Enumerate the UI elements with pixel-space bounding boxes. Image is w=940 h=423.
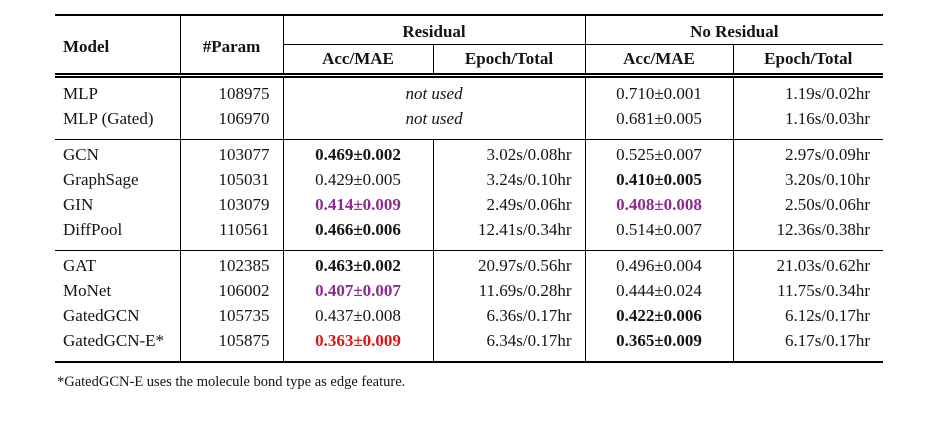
- res-epoch-cell: 3.02s/0.08hr: [433, 139, 586, 167]
- table-row: MLP 108975 not used 0.710±0.001 1.19s/0.…: [55, 75, 883, 106]
- nores-acc-cell: 0.496±0.004: [585, 250, 734, 278]
- table-footnote: *GatedGCN-E uses the molecule bond type …: [57, 374, 406, 390]
- section-mlp: MLP 108975 not used 0.710±0.001 1.19s/0.…: [55, 75, 883, 140]
- res-acc-cell: 0.437±0.008: [283, 303, 434, 328]
- model-cell: GraphSage: [55, 167, 181, 192]
- nores-acc-cell: 0.525±0.007: [585, 139, 734, 167]
- nores-acc-cell: 0.365±0.009: [585, 328, 734, 363]
- section-gcn: GCN 103077 0.469±0.002 3.02s/0.08hr 0.52…: [55, 139, 884, 251]
- res-epoch-cell: 12.41s/0.34hr: [433, 217, 586, 251]
- model-cell: MoNet: [55, 278, 181, 303]
- res-epoch-cell: 6.34s/0.17hr: [433, 328, 586, 363]
- model-cell: GAT: [55, 250, 181, 278]
- header-row-groups: Model #Param Residual No Residual: [55, 14, 884, 78]
- model-cell: DiffPool: [55, 217, 181, 251]
- model-cell: GCN: [55, 139, 181, 167]
- header-param: #Param: [180, 14, 284, 78]
- param-cell: 105031: [180, 167, 284, 192]
- res-acc-cell: 0.363±0.009: [283, 328, 434, 363]
- res-acc-cell: 0.466±0.006: [283, 217, 434, 251]
- res-epoch-cell: 3.24s/0.10hr: [433, 167, 586, 192]
- res-acc-cell: 0.407±0.007: [283, 278, 434, 303]
- res-acc-cell: 0.469±0.002: [283, 139, 434, 167]
- nores-acc-cell: 0.514±0.007: [585, 217, 734, 251]
- table-header: Model #Param Residual No Residual Acc/MA…: [55, 14, 884, 78]
- model-cell: MLP (Gated): [55, 106, 181, 140]
- nores-epoch-cell: 2.97s/0.09hr: [733, 139, 884, 167]
- table-row: GCN 103077 0.469±0.002 3.02s/0.08hr 0.52…: [55, 139, 884, 167]
- res-acc-cell: 0.463±0.002: [283, 250, 434, 278]
- table-row: GAT 102385 0.463±0.002 20.97s/0.56hr 0.4…: [55, 250, 884, 278]
- param-cell: 106970: [180, 106, 284, 140]
- header-row-subcolumns: Acc/MAE Epoch/Total Acc/MAE Epoch/Total: [55, 44, 884, 78]
- paper-table-page: Model #Param Residual No Residual Acc/MA…: [0, 14, 940, 423]
- table-row: GIN 103079 0.414±0.009 2.49s/0.06hr 0.40…: [55, 192, 883, 217]
- nores-acc-cell: 0.422±0.006: [585, 303, 734, 328]
- res-epoch-cell: 6.36s/0.17hr: [433, 303, 586, 328]
- nores-acc-cell: 0.710±0.001: [585, 75, 734, 106]
- param-cell: 105875: [180, 328, 284, 363]
- table-row: GatedGCN-E* 105875 0.363±0.009 6.34s/0.1…: [55, 328, 884, 363]
- table-row: GraphSage 105031 0.429±0.005 3.24s/0.10h…: [55, 167, 883, 192]
- nores-epoch-cell: 11.75s/0.34hr: [777, 281, 871, 300]
- table-row: DiffPool 110561 0.466±0.006 12.41s/0.34h…: [55, 217, 883, 251]
- nores-epoch-cell: 6.17s/0.17hr: [733, 328, 884, 363]
- model-cell: MLP: [55, 75, 181, 106]
- param-cell: 105735: [180, 303, 284, 328]
- nores-epoch-cell: 1.16s/0.03hr: [785, 109, 871, 128]
- header-res-epoch-total: Epoch/Total: [433, 44, 586, 78]
- res-acc-cell: 0.429±0.005: [283, 167, 434, 192]
- res-epoch-cell: 2.49s/0.06hr: [433, 192, 586, 217]
- nores-epoch-cell: 12.36s/0.38hr: [776, 220, 871, 239]
- header-res-acc-mae: Acc/MAE: [283, 44, 434, 78]
- nores-epoch-cell: 3.20s/0.10hr: [785, 170, 871, 189]
- results-table: Model #Param Residual No Residual Acc/MA…: [55, 14, 884, 363]
- header-group-no-residual: No Residual: [585, 14, 884, 45]
- not-used-cell: not used: [283, 75, 586, 106]
- nores-acc-cell: 0.444±0.024: [585, 278, 734, 303]
- nores-epoch-cell: 21.03s/0.62hr: [733, 250, 884, 278]
- model-cell: GIN: [55, 192, 181, 217]
- res-epoch-cell: 11.69s/0.28hr: [433, 278, 586, 303]
- nores-acc-cell: 0.410±0.005: [585, 167, 734, 192]
- param-cell: 110561: [180, 217, 284, 251]
- table-row: MoNet 106002 0.407±0.007 11.69s/0.28hr 0…: [55, 278, 883, 303]
- param-cell: 108975: [180, 75, 284, 106]
- nores-acc-cell: 0.408±0.008: [585, 192, 734, 217]
- header-nores-epoch-total: Epoch/Total: [733, 44, 884, 78]
- param-cell: 103077: [180, 139, 284, 167]
- section-gat: GAT 102385 0.463±0.002 20.97s/0.56hr 0.4…: [55, 250, 884, 363]
- header-group-residual: Residual: [283, 14, 586, 45]
- table-row: GatedGCN 105735 0.437±0.008 6.36s/0.17hr…: [55, 303, 883, 328]
- res-epoch-cell: 20.97s/0.56hr: [433, 250, 586, 278]
- header-model: Model: [55, 14, 181, 78]
- nores-epoch-cell: 1.19s/0.02hr: [785, 84, 871, 103]
- nores-epoch-cell: 2.50s/0.06hr: [785, 195, 871, 214]
- not-used-cell: not used: [283, 106, 586, 140]
- table-row: MLP (Gated) 106970 not used 0.681±0.005 …: [55, 106, 883, 140]
- nores-acc-cell: 0.681±0.005: [585, 106, 734, 140]
- nores-epoch-cell: 6.12s/0.17hr: [785, 306, 871, 325]
- header-nores-acc-mae: Acc/MAE: [585, 44, 734, 78]
- res-acc-cell: 0.414±0.009: [283, 192, 434, 217]
- param-cell: 106002: [180, 278, 284, 303]
- model-cell: GatedGCN: [55, 303, 181, 328]
- model-cell: GatedGCN-E*: [55, 328, 181, 363]
- param-cell: 102385: [180, 250, 284, 278]
- param-cell: 103079: [180, 192, 284, 217]
